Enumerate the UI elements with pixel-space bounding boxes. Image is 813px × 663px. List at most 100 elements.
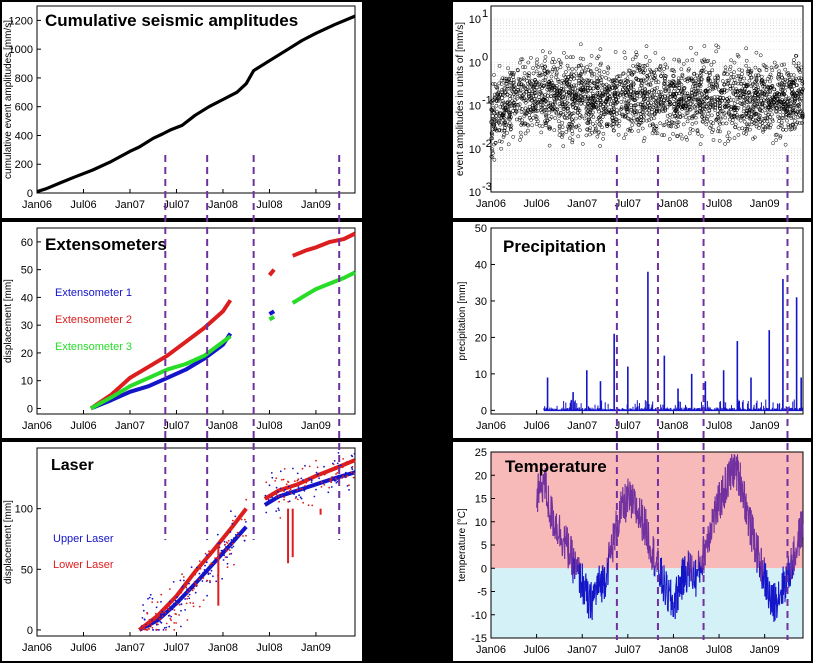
data-point [667,100,672,105]
data-point [689,98,694,102]
data-point [641,118,646,123]
data-point [687,105,692,109]
data-point [267,499,270,501]
data-point [546,125,551,129]
data-point [547,126,552,131]
data-point [790,111,795,115]
data-point [586,101,591,106]
data-point [152,629,154,631]
data-point [226,556,228,559]
data-point [668,81,673,85]
data-point [794,64,799,69]
data-point [337,452,340,454]
data-point [697,97,701,102]
y-tick-label: -10 [471,610,487,622]
data-point [572,73,576,78]
data-point [599,111,604,116]
data-point [798,109,803,113]
data-point [225,550,228,553]
data-point [300,477,303,480]
data-point [590,130,595,135]
data-point [797,121,802,125]
data-point [711,121,716,126]
data-point [612,83,617,88]
data-point [640,100,645,105]
data-point [563,75,568,79]
data-point [198,578,201,581]
data-point [627,68,631,73]
data-point [629,129,634,133]
x-tick-label: Jul06 [70,199,96,211]
y-tick-label: 10 [469,187,481,199]
data-point [693,76,698,81]
data-point [672,97,676,101]
data-point [500,76,505,81]
data-point [196,566,198,569]
data-point [712,99,717,103]
data-point [341,477,343,479]
data-point [353,452,356,455]
x-tick-label: Jan07 [567,198,597,210]
data-point [519,57,524,62]
data-point [612,110,616,114]
data-point [620,87,625,92]
data-point [684,77,689,82]
data-point [188,597,191,600]
data-point [629,79,633,84]
x-tick-label: Jan08 [658,198,688,210]
y-tick-label: 10 [469,14,481,26]
legend-entry: Upper Laser [53,533,114,545]
series-line [267,268,276,277]
data-point [785,108,789,113]
data-point [533,114,538,118]
data-point [535,83,540,87]
data-point [791,93,795,98]
data-point [580,77,584,82]
data-point [588,126,593,131]
data-point [543,123,548,127]
data-point [186,591,189,593]
data-point [795,96,800,100]
x-tick-label: Jul06 [523,420,549,432]
data-point [588,62,593,67]
data-point [744,63,749,68]
data-point [789,73,793,77]
data-point [160,593,163,596]
data-point [614,98,619,102]
y-tick-label: 0 [27,625,33,637]
data-point [683,91,687,96]
data-point [554,97,559,102]
data-point [700,106,705,111]
data-point [736,116,741,121]
data-point [638,70,643,75]
data-point [600,115,605,119]
data-point [745,124,750,129]
data-point [523,131,528,136]
data-point [779,63,784,67]
data-point [724,104,729,109]
x-tick-label: Jan06 [22,199,52,211]
data-point [588,108,593,113]
data-point [148,618,151,621]
data-point [526,98,530,103]
data-point [598,102,603,107]
data-point [535,57,540,62]
data-point [222,552,225,555]
data-point [565,101,570,105]
data-point [147,627,150,630]
data-point [777,72,781,76]
data-point [557,80,562,84]
data-point [510,99,514,104]
x-tick-label: Jul07 [163,420,189,432]
data-point [172,581,175,583]
data-point [775,64,779,69]
y-axis-label: displacement [mm] [3,279,14,363]
data-point [592,81,597,86]
data-point [796,93,801,98]
data-point [797,67,801,71]
data-point [639,120,644,125]
data-point [768,102,773,107]
data-point [762,82,766,87]
data-point [283,468,286,470]
data-point [641,139,646,143]
